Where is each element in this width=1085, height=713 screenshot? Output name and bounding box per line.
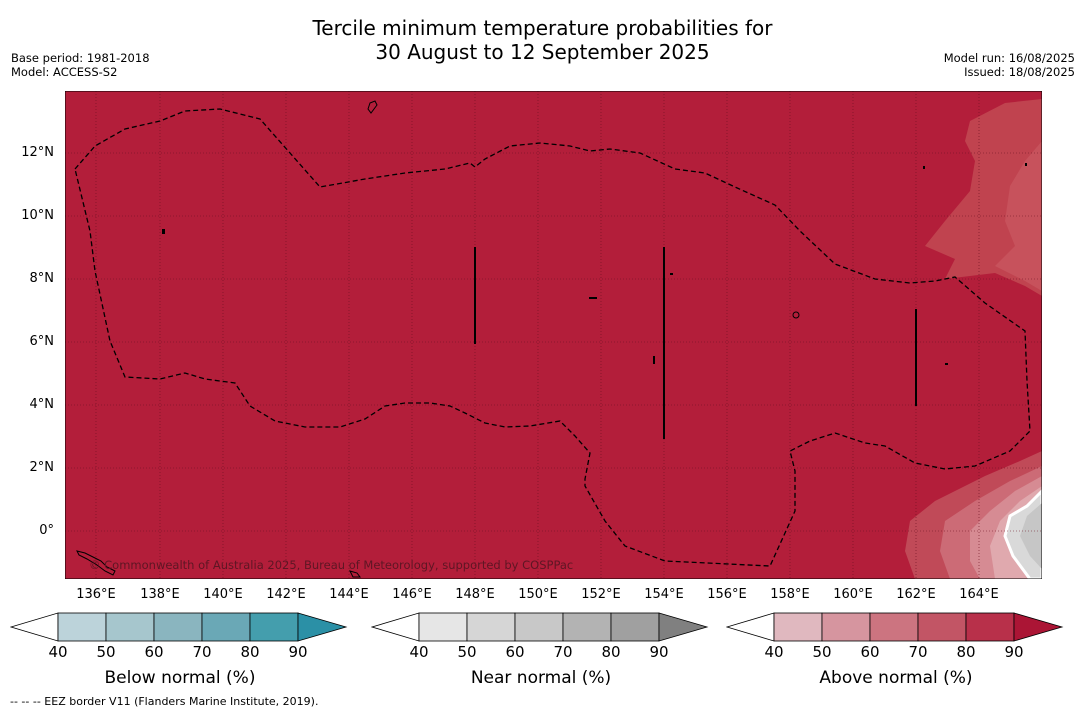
lon-label-164e: 164°E bbox=[959, 587, 999, 602]
near-colorbar-segment-4 bbox=[610, 612, 660, 642]
above-colorbar-tick: 50 bbox=[812, 643, 832, 661]
lon-label-152e: 152°E bbox=[581, 587, 621, 602]
above-colorbar-under bbox=[726, 612, 775, 642]
lon-label-162e: 162°E bbox=[896, 587, 936, 602]
lon-label-148e: 148°E bbox=[455, 587, 495, 602]
lon-label-136e: 136°E bbox=[76, 587, 116, 602]
lon-label-142e: 142°E bbox=[266, 587, 306, 602]
above-colorbar-segment-3 bbox=[917, 612, 967, 642]
near-colorbar-segment-2 bbox=[514, 612, 564, 642]
colorbar-near-normal bbox=[371, 612, 709, 642]
gridlines bbox=[65, 91, 1042, 579]
near-colorbar-tick: 80 bbox=[601, 643, 621, 661]
near-colorbar-tick: 50 bbox=[457, 643, 477, 661]
eez-border bbox=[74, 108, 1031, 567]
lat-label-4n: 4°N bbox=[29, 397, 55, 412]
below-colorbar-segment-3 bbox=[201, 612, 251, 642]
shading-upper-right bbox=[925, 99, 1042, 296]
lat-label-6n: 6°N bbox=[29, 334, 55, 349]
map-background bbox=[65, 91, 1042, 579]
lon-label-158e: 158°E bbox=[770, 587, 810, 602]
above-colorbar-over bbox=[1013, 612, 1064, 642]
above-colorbar-tick: 60 bbox=[860, 643, 880, 661]
title-line-2: 30 August to 12 September 2025 bbox=[375, 40, 710, 64]
title-line-1: Tercile minimum temperature probabilitie… bbox=[312, 16, 773, 40]
lon-label-150e: 150°E bbox=[518, 587, 558, 602]
lon-label-144e: 144°E bbox=[329, 587, 369, 602]
model-name: Model: ACCESS-S2 bbox=[11, 65, 118, 79]
above-colorbar-tick: 80 bbox=[956, 643, 976, 661]
above-colorbar-tick: 90 bbox=[1004, 643, 1024, 661]
below-colorbar-tick: 90 bbox=[288, 643, 308, 661]
below-colorbar-segment-1 bbox=[105, 612, 155, 642]
above-colorbar-segment-1 bbox=[821, 612, 871, 642]
lat-label-8n: 8°N bbox=[29, 271, 55, 286]
near-colorbar-segment-3 bbox=[562, 612, 612, 642]
below-colorbar-segment-2 bbox=[153, 612, 203, 642]
below-colorbar-tick: 70 bbox=[192, 643, 212, 661]
above-colorbar-segment-0 bbox=[773, 612, 823, 642]
lon-label-156e: 156°E bbox=[707, 587, 747, 602]
colorbar-above-label: Above normal (%) bbox=[819, 668, 973, 688]
lon-label-140e: 140°E bbox=[203, 587, 243, 602]
below-colorbar-segment-0 bbox=[57, 612, 107, 642]
near-colorbar-under bbox=[371, 612, 420, 642]
near-colorbar-segment-0 bbox=[418, 612, 468, 642]
near-colorbar-over bbox=[658, 612, 709, 642]
lon-label-154e: 154°E bbox=[644, 587, 684, 602]
issued-date: Issued: 18/08/2025 bbox=[964, 65, 1075, 79]
base-period: Base period: 1981-2018 bbox=[11, 51, 150, 65]
near-colorbar-tick: 60 bbox=[505, 643, 525, 661]
near-colorbar-tick: 90 bbox=[649, 643, 669, 661]
above-colorbar-tick: 70 bbox=[908, 643, 928, 661]
below-colorbar-segment-4 bbox=[249, 612, 299, 642]
above-colorbar-segment-4 bbox=[965, 612, 1015, 642]
below-colorbar-under bbox=[10, 612, 59, 642]
lat-label-2n: 2°N bbox=[29, 460, 55, 475]
shading-upper-right-inner bbox=[995, 141, 1042, 291]
below-colorbar-tick: 50 bbox=[96, 643, 116, 661]
near-colorbar-segment-1 bbox=[466, 612, 516, 642]
near-colorbar-tick: 40 bbox=[409, 643, 429, 661]
below-colorbar-tick: 80 bbox=[240, 643, 260, 661]
probability-map: © Commonwealth of Australia 2025, Bureau… bbox=[65, 91, 1042, 579]
above-colorbar-segment-2 bbox=[869, 612, 919, 642]
lat-label-0: 0° bbox=[39, 523, 54, 538]
lon-label-146e: 146°E bbox=[392, 587, 432, 602]
lat-label-10n: 10°N bbox=[21, 208, 54, 223]
lon-label-138e: 138°E bbox=[140, 587, 180, 602]
below-colorbar-tick: 40 bbox=[48, 643, 68, 661]
copyright-text: © Commonwealth of Australia 2025, Bureau… bbox=[89, 558, 573, 572]
lat-label-12n: 12°N bbox=[21, 145, 54, 160]
below-colorbar-over bbox=[297, 612, 348, 642]
colorbar-above-normal bbox=[726, 612, 1064, 642]
model-run: Model run: 16/08/2025 bbox=[943, 51, 1075, 65]
islands bbox=[76, 100, 1027, 578]
near-colorbar-tick: 70 bbox=[553, 643, 573, 661]
colorbar-below-label: Below normal (%) bbox=[104, 668, 256, 688]
lon-label-160e: 160°E bbox=[833, 587, 873, 602]
above-colorbar-tick: 40 bbox=[764, 643, 784, 661]
below-colorbar-tick: 60 bbox=[144, 643, 164, 661]
colorbar-near-label: Near normal (%) bbox=[470, 668, 612, 688]
shading-near-normal-inner bbox=[1020, 503, 1042, 569]
eez-footnote: -- -- -- EEZ border V11 (Flanders Marine… bbox=[10, 695, 319, 708]
colorbar-below-normal bbox=[10, 612, 348, 642]
